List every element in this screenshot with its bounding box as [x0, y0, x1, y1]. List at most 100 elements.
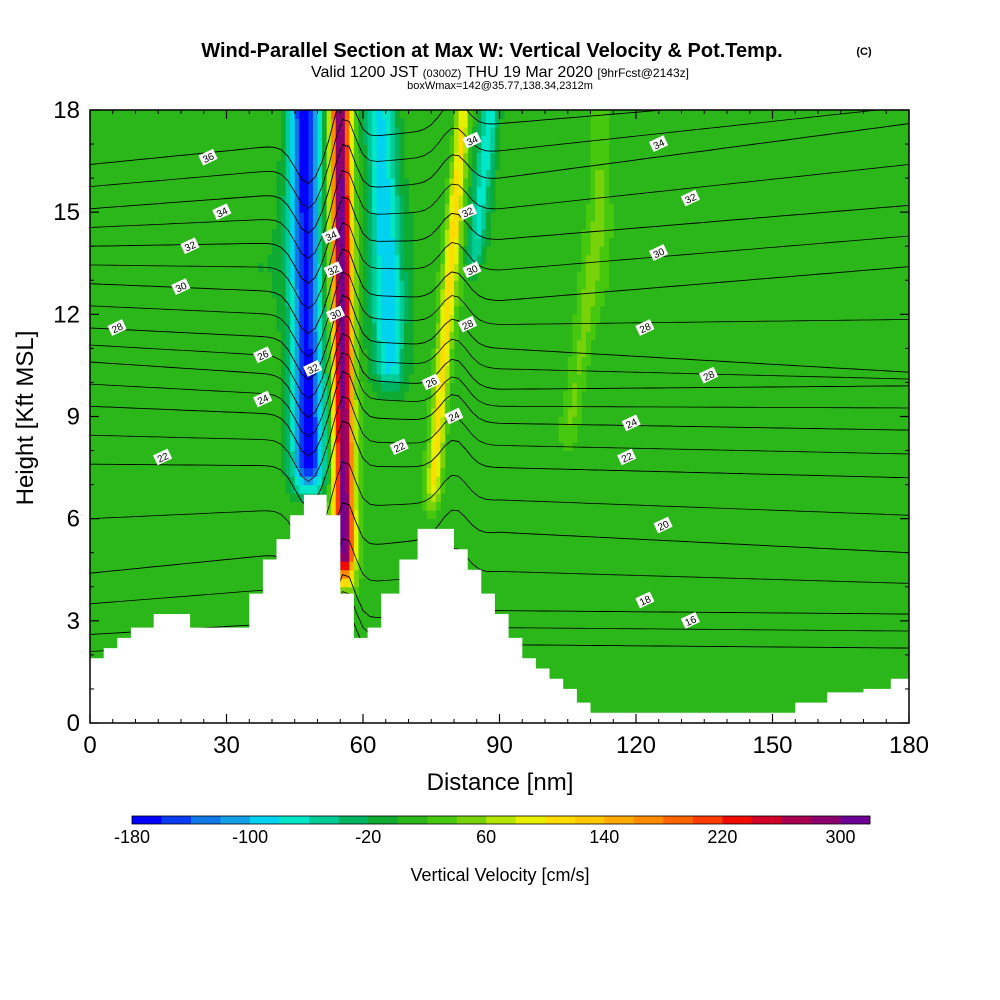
- field-cell: [349, 195, 355, 205]
- field-cell: [349, 305, 355, 315]
- field-cell: [308, 331, 314, 341]
- field-cell: [458, 178, 464, 188]
- field-cell: [367, 237, 373, 247]
- field-cell: [312, 237, 318, 247]
- field-cell: [285, 305, 291, 315]
- contour-label-box: [303, 359, 323, 377]
- field-cell: [285, 416, 291, 426]
- field-cell: [367, 118, 373, 128]
- field-cell: [281, 450, 287, 460]
- y-tick-label: 6: [67, 506, 80, 533]
- field-cell: [312, 339, 318, 349]
- field-cell: [344, 442, 350, 452]
- field-cell: [440, 433, 446, 443]
- field-cell: [353, 510, 359, 520]
- field-cell: [290, 161, 296, 171]
- field-cell: [308, 161, 314, 171]
- contour-label: 34: [649, 135, 669, 152]
- field-cell: [353, 195, 359, 205]
- contour-label: 26: [421, 373, 441, 391]
- field-cell: [312, 425, 318, 435]
- field-cell: [367, 152, 373, 162]
- field-cell: [322, 186, 328, 196]
- field-cell: [335, 407, 341, 417]
- field-cell: [367, 305, 373, 315]
- field-cell: [281, 467, 287, 477]
- field-cell: [476, 169, 482, 179]
- field-cell: [399, 144, 405, 154]
- valid-time: Valid 1200 JST: [311, 64, 419, 81]
- field-cell: [372, 127, 378, 137]
- field-cell: [440, 459, 446, 469]
- field-cell: [353, 144, 359, 154]
- field-cell: [276, 186, 287, 196]
- field-cell: [590, 322, 596, 332]
- field-cell: [590, 110, 610, 120]
- field-cell: [595, 186, 605, 196]
- field-cell: [290, 220, 296, 230]
- field-cell: [326, 118, 332, 128]
- contour-label: 22: [617, 448, 637, 466]
- field-cell: [308, 169, 314, 179]
- field-cell: [435, 288, 441, 298]
- field-cell: [294, 305, 300, 315]
- contour-label: 36: [198, 148, 218, 166]
- contour-label-box: [389, 438, 409, 456]
- field-cell: [326, 220, 332, 230]
- field-cell: [344, 237, 350, 247]
- field-cell: [363, 169, 369, 179]
- field-cell: [490, 135, 496, 145]
- field-cell: [572, 382, 578, 392]
- theta-contour-32: [90, 196, 909, 284]
- field-cell: [363, 220, 369, 230]
- field-cell: [399, 127, 405, 137]
- field-cell: [349, 178, 355, 188]
- field-cell: [394, 271, 400, 281]
- field-cell: [353, 305, 359, 315]
- field-cell: [454, 110, 460, 120]
- field-cell: [349, 535, 355, 545]
- field-cell: [317, 254, 323, 264]
- field-cell: [290, 331, 296, 341]
- field-cell: [317, 195, 323, 205]
- field-cell: [444, 263, 450, 273]
- field-cell: [299, 399, 305, 409]
- field-cell: [381, 339, 387, 349]
- colorbar-tick-label: -20: [355, 827, 381, 847]
- field-cell: [472, 203, 478, 213]
- theta-contour-26: [90, 333, 909, 418]
- field-cell: [308, 110, 314, 120]
- field-cell: [344, 501, 350, 511]
- field-cell: [317, 271, 323, 281]
- field-cell: [394, 144, 400, 154]
- field-cell: [312, 442, 318, 452]
- contour-label: 18: [635, 591, 655, 609]
- field-cell: [276, 203, 282, 213]
- field-cell: [308, 135, 314, 145]
- field-cell: [294, 169, 300, 179]
- field-cell: [276, 220, 282, 230]
- field-cell: [481, 169, 487, 179]
- field-cell: [349, 348, 355, 358]
- field-cell: [349, 561, 355, 571]
- field-cell: [317, 339, 323, 349]
- field-cell: [340, 314, 346, 324]
- field-cell: [340, 263, 346, 273]
- field-cell: [303, 476, 314, 486]
- field-cell: [454, 237, 460, 247]
- field-cell: [281, 135, 287, 145]
- field-cell: [440, 356, 446, 366]
- field-cell: [281, 110, 287, 120]
- field-cell: [381, 297, 396, 307]
- field-cell: [358, 544, 364, 554]
- field-cell: [299, 169, 309, 179]
- field-cell: [576, 356, 582, 366]
- field-cell: [394, 110, 400, 120]
- colorbar-swatch: [368, 816, 398, 824]
- field-cell: [353, 407, 359, 417]
- field-cell: [335, 586, 355, 596]
- colorbar-tick-label: 60: [476, 827, 496, 847]
- field-cell: [322, 331, 328, 341]
- field-cell: [435, 271, 441, 281]
- field-cell: [326, 169, 332, 179]
